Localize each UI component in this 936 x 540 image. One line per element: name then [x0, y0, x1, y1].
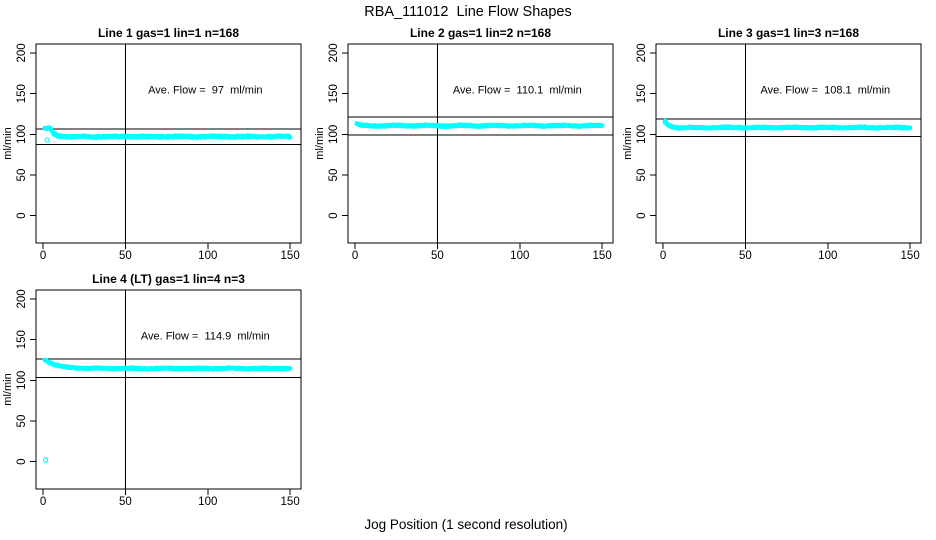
- outlier-point: [42, 457, 49, 463]
- plot-box: [35, 43, 302, 244]
- y-tick-label: 150: [16, 330, 28, 349]
- y-tick-label: 100: [636, 125, 648, 144]
- x-tick-label: 50: [119, 496, 132, 508]
- x-tick-label: 100: [510, 250, 529, 262]
- y-tick-label: 150: [636, 84, 648, 103]
- subplot-title: Line 4 (LT) gas=1 lin=4 n=3: [92, 272, 245, 286]
- x-tick-label: 0: [40, 496, 46, 508]
- subplot-4: 0 50 100 150 0 50 100 150 200 ml/min Line 4 (LT) g…: [2, 272, 302, 508]
- subplot-2: 0 50 100 150 0 50 100 150 200 ml/min Line 2 gas=1 …: [314, 26, 614, 262]
- y-tick-label: 200: [16, 43, 28, 62]
- y-tick-label: 0: [16, 459, 28, 465]
- y-tick-label: 150: [16, 84, 28, 103]
- y-tick-label: 0: [636, 213, 648, 219]
- y-tick-label: 0: [328, 213, 340, 219]
- y-tick-label: 50: [16, 169, 28, 182]
- y-tick-label: 50: [636, 169, 648, 182]
- subplot-3: 0 50 100 150 0 50 100 150 200 ml/min Line 3 gas=1 …: [622, 26, 922, 262]
- y-tick-label: 50: [328, 169, 340, 182]
- y-tick-label: 100: [328, 125, 340, 144]
- x-tick-label: 50: [739, 250, 752, 262]
- x-tick-label: 100: [818, 250, 837, 262]
- x-tick-label: 0: [352, 250, 358, 262]
- y-tick-label: 100: [16, 125, 28, 144]
- y-tick-label: 0: [16, 213, 28, 219]
- subplot-title: Line 2 gas=1 lin=2 n=168: [410, 26, 551, 40]
- x-tick-label: 100: [198, 496, 217, 508]
- avg-flow-annotation: Ave. Flow = 108.1 ml/min: [760, 85, 890, 97]
- plot-box: [35, 289, 302, 490]
- plot-box: [655, 43, 922, 244]
- y-tick-label: 200: [328, 43, 340, 62]
- x-tick-label: 50: [119, 250, 132, 262]
- y-tick-label: 200: [16, 289, 28, 308]
- x-tick-label: 0: [660, 250, 666, 262]
- avg-flow-annotation: Ave. Flow = 110.1 ml/min: [453, 85, 582, 97]
- y-tick-label: 100: [16, 371, 28, 390]
- subplot-title: Line 1 gas=1 lin=1 n=168: [98, 26, 239, 40]
- outlier-point: [44, 137, 50, 143]
- y-axis-title: ml/min: [2, 373, 14, 405]
- x-tick-label: 100: [198, 250, 217, 262]
- x-tick-label: 150: [593, 250, 612, 262]
- data-points: [354, 121, 605, 130]
- subplots: 0 50 100 150 0 50 100 150 200 ml/min Line 1 gas=1 …: [2, 26, 922, 508]
- figure-title: RBA_111012 Line Flow Shapes: [364, 4, 571, 20]
- y-axis-title: ml/min: [2, 127, 14, 159]
- plot-box: [347, 43, 614, 244]
- y-tick-label: 150: [328, 84, 340, 103]
- avg-flow-annotation: Ave. Flow = 114.9 ml/min: [141, 331, 270, 343]
- x-tick-label: 150: [281, 496, 300, 508]
- data-points: [662, 118, 913, 131]
- x-tick-label: 0: [40, 250, 46, 262]
- data-points: [42, 357, 293, 463]
- x-tick-label: 50: [431, 250, 444, 262]
- avg-flow-annotation: Ave. Flow = 97 ml/min: [148, 85, 262, 97]
- y-axis-title: ml/min: [622, 127, 634, 159]
- subplot-1: 0 50 100 150 0 50 100 150 200 ml/min Line 1 gas=1 …: [2, 26, 302, 262]
- y-tick-label: 200: [636, 43, 648, 62]
- subplot-title: Line 3 gas=1 lin=3 n=168: [718, 26, 859, 40]
- x-axis-label: Jog Position (1 second resolution): [364, 517, 567, 532]
- x-tick-label: 150: [281, 250, 300, 262]
- y-tick-label: 50: [16, 415, 28, 428]
- x-tick-label: 150: [901, 250, 920, 262]
- data-points: [42, 125, 293, 143]
- y-axis-title: ml/min: [314, 127, 326, 159]
